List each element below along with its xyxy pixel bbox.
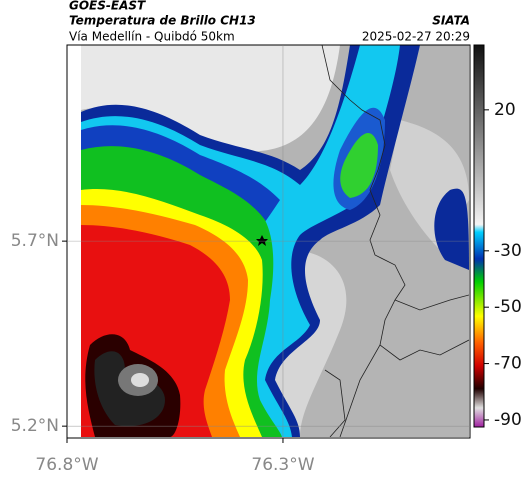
x-tick-label: 76.3°W <box>251 455 314 475</box>
title: Temperatura de Brillo CH13 <box>69 14 256 28</box>
colorbar-tick-label: 20 <box>494 100 516 120</box>
x-tick-label: 76.8°W <box>35 455 98 475</box>
colorbar-tick-label: -70 <box>494 354 522 374</box>
colorbar <box>473 44 485 428</box>
datetime: 2025-02-27 20:29 <box>362 30 470 44</box>
y-tick-label: 5.2°N <box>11 416 59 436</box>
source: GOES-EAST <box>69 0 146 13</box>
colorbar-tick-label: -50 <box>494 297 522 317</box>
colorbar-tick-label: -30 <box>494 241 522 261</box>
y-tick-label: 5.7°N <box>11 231 59 251</box>
agency: SIATA <box>432 14 470 28</box>
subtitle: Vía Medellín - Quibdó 50km <box>69 30 235 44</box>
colorbar-tick-label: -90 <box>494 410 522 430</box>
